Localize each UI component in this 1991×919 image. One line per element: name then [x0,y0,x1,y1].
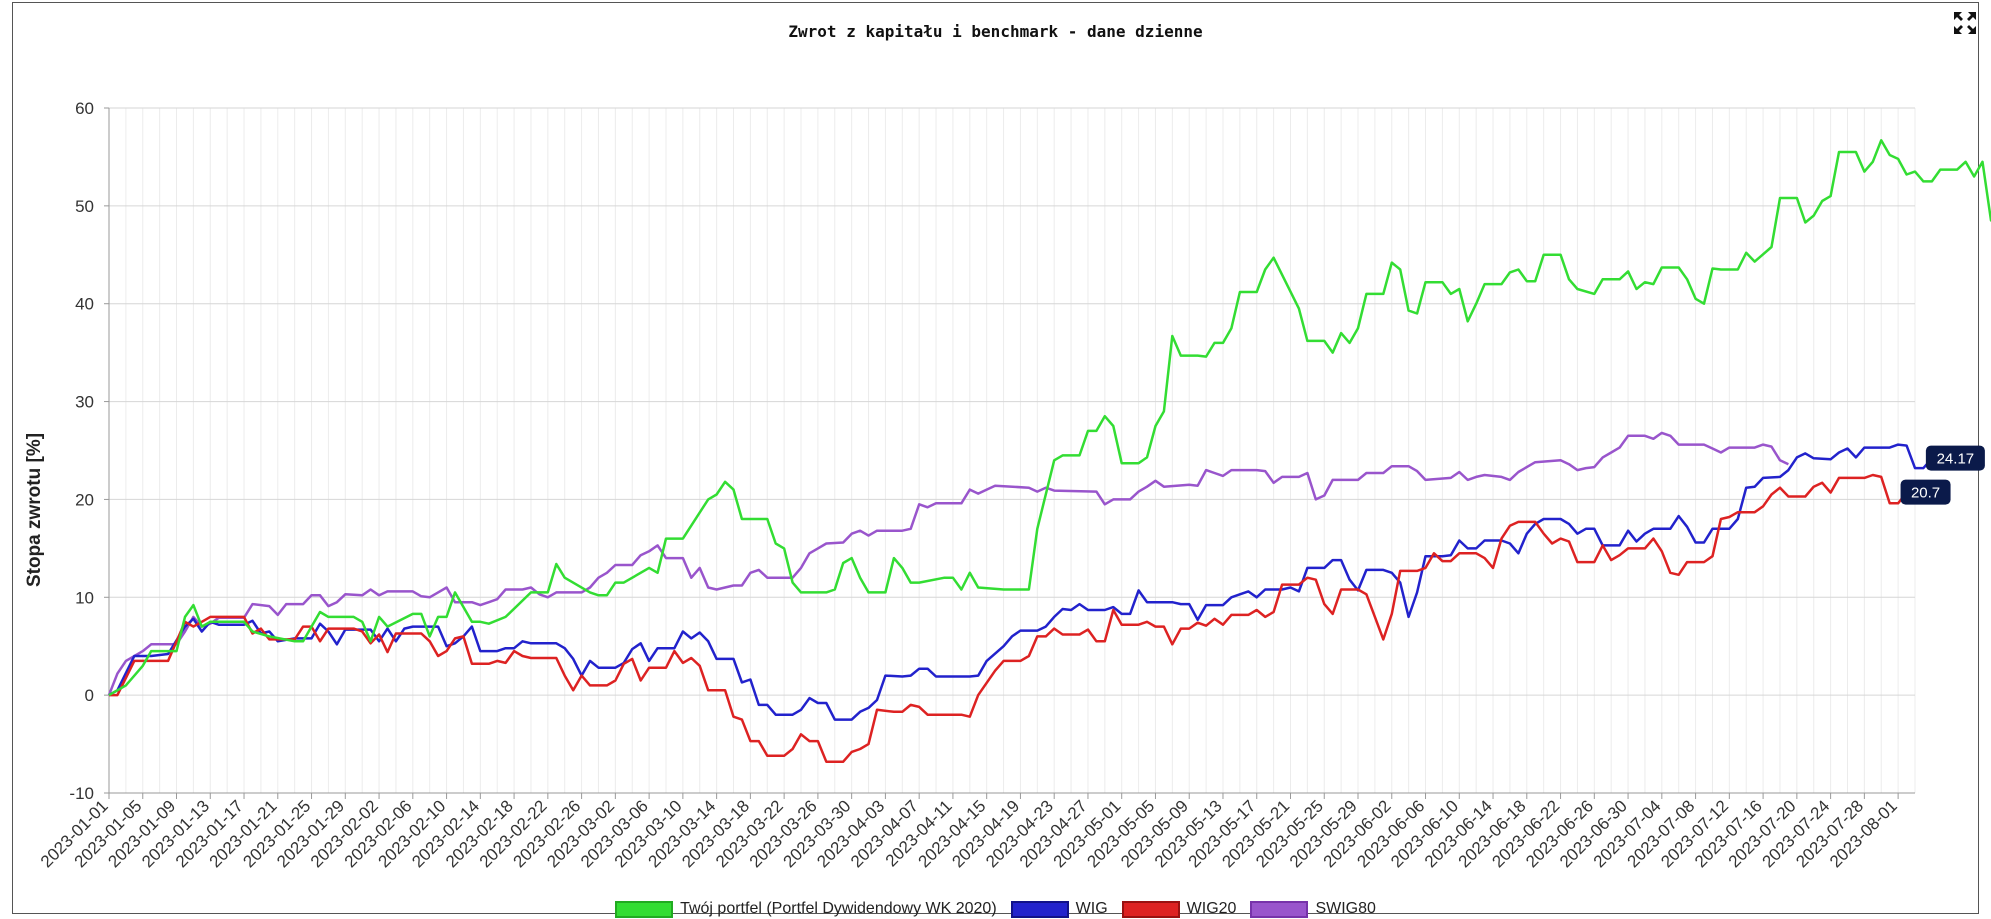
y-tick-label: 50 [75,197,94,216]
y-tick-label: 0 [85,686,94,705]
legend-swatch [1121,900,1180,918]
y-tick-label: 40 [75,295,94,314]
chart-title: Zwrot z kapitału i benchmark - dane dzie… [788,22,1203,41]
legend-label: SWIG80 [1315,900,1376,917]
end-value-badge [1925,445,1985,471]
legend-item[interactable]: Twój portfel (Portfel Dywidendowy WK 202… [615,899,997,919]
y-tick-label: 20 [75,490,94,509]
legend-swatch [1010,900,1069,918]
legend-item[interactable]: WIG20 [1121,899,1237,919]
y-tick-label: 10 [75,588,94,607]
legend-label: Twój portfel (Portfel Dywidendowy WK 202… [680,900,997,917]
legend-item[interactable]: WIG [1010,899,1108,919]
series-line-twj [108,139,1991,697]
legend-swatch [1250,900,1309,918]
legend-label: WIG [1075,900,1108,917]
end-value-badge [1900,479,1951,505]
chart-container [12,2,1979,914]
y-axis-label: Stopa zwrotu [%] [24,433,45,587]
y-tick-label: 30 [75,393,94,412]
expand-icon[interactable] [1952,10,1978,36]
legend-item[interactable]: SWIG80 [1250,899,1376,919]
y-tick-label: 60 [75,99,94,118]
series-line-swig80 [107,431,1789,696]
legend-label: WIG20 [1186,900,1237,917]
end-value-label: 20.7 [1911,485,1940,502]
chart-legend: Twój portfel (Portfel Dywidendowy WK 202… [0,899,1991,919]
chart-series [107,139,1991,763]
chart-grid [108,107,1916,794]
legend-swatch [615,900,674,918]
x-axis: 2023-01-012023-01-052023-01-092023-01-13… [37,793,1901,871]
y-axis: 60 50 40 30 20 10 0 -10 [69,99,109,803]
series-line-wig20 [109,473,1908,763]
series-line-wig [108,443,1933,721]
y-tick-label: -10 [69,784,94,803]
end-value-label: 24.17 [1937,451,1975,468]
